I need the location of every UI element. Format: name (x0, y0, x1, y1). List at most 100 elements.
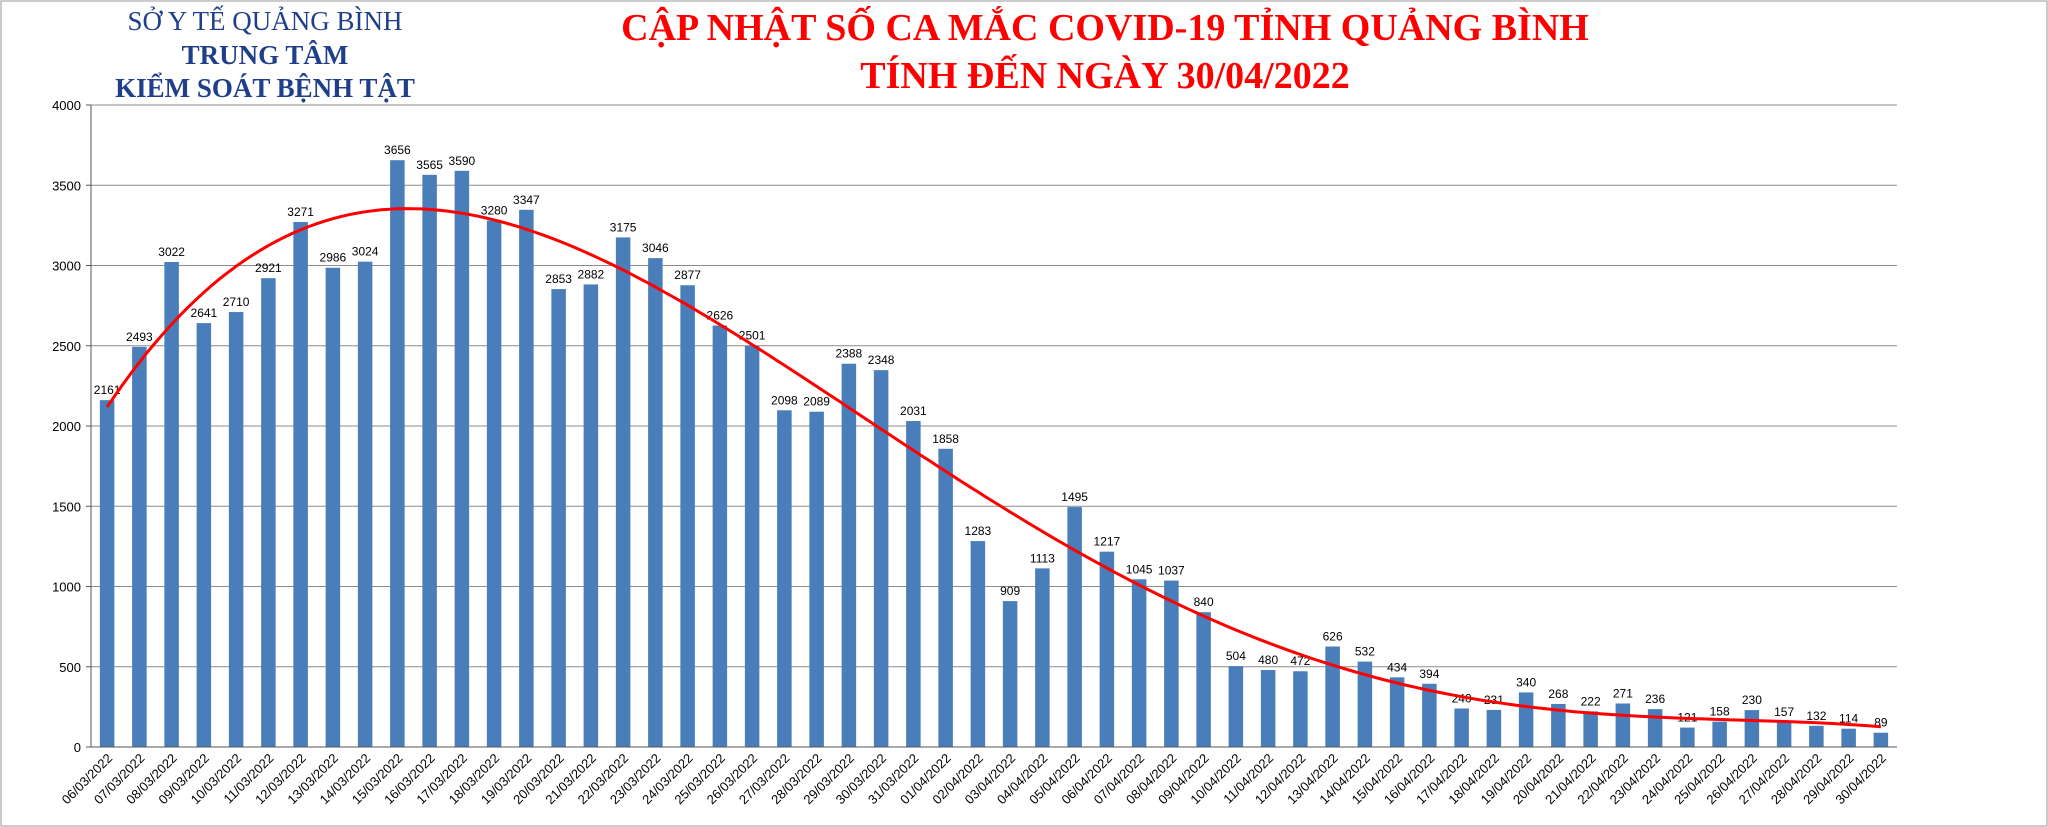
y-tick-label: 3500 (52, 178, 81, 193)
x-axis-ticks: 06/03/202207/03/202208/03/202209/03/2022… (59, 751, 1889, 808)
data-label: 1113 (1030, 551, 1055, 565)
bar (325, 267, 341, 747)
bar (196, 323, 212, 747)
data-label: 626 (1323, 630, 1343, 644)
bar (873, 370, 889, 747)
data-label: 236 (1645, 692, 1665, 706)
bar (906, 421, 921, 747)
data-label: 1858 (932, 432, 959, 446)
bar (712, 325, 728, 747)
data-label: 2501 (739, 329, 766, 343)
bar (1228, 666, 1244, 747)
y-tick-label: 500 (59, 660, 81, 675)
bar (1615, 703, 1631, 747)
bar (970, 541, 986, 747)
data-label: 2986 (320, 251, 347, 265)
bar (454, 170, 470, 747)
data-label: 2921 (255, 261, 282, 275)
data-label: 394 (1419, 667, 1439, 681)
bar (1454, 708, 1469, 747)
data-label: 158 (1710, 705, 1730, 719)
bar (293, 222, 308, 747)
bar (1583, 711, 1598, 747)
bar (1841, 728, 1856, 747)
y-tick-label: 1500 (52, 499, 81, 514)
bar (551, 289, 566, 747)
data-label: 2493 (126, 330, 153, 344)
y-tick-label: 0 (74, 740, 81, 755)
data-label: 1495 (1061, 490, 1088, 504)
y-axis-ticks: 0 500 1000 1500 2000 2500 3000 3500 4000 (52, 98, 91, 755)
data-label: 434 (1387, 660, 1407, 674)
data-label: 2348 (868, 353, 895, 367)
data-label: 480 (1258, 653, 1278, 667)
bar (1551, 703, 1566, 747)
data-label: 1045 (1126, 562, 1153, 576)
data-label: 3280 (481, 204, 508, 218)
data-label: 1037 (1158, 564, 1185, 578)
bar (841, 363, 857, 747)
bar (1486, 709, 1502, 747)
data-label: 840 (1194, 595, 1214, 609)
bar (680, 285, 695, 747)
bar (486, 220, 502, 747)
org-center-label: TRUNG TÂM (181, 40, 349, 70)
y-tick-label: 1000 (52, 580, 81, 595)
y-tick-label: 4000 (52, 98, 81, 113)
data-label: 271 (1613, 687, 1633, 701)
bar (1131, 579, 1147, 747)
bar (1518, 692, 1534, 747)
data-label: 268 (1548, 687, 1568, 701)
data-label: 222 (1581, 694, 1601, 708)
data-label: 2098 (771, 393, 798, 407)
data-label: 3590 (449, 154, 476, 168)
data-label: 3022 (158, 245, 185, 259)
trendline (105, 207, 1882, 729)
data-label: 909 (1000, 584, 1020, 598)
bar (938, 448, 953, 747)
bar (1164, 580, 1179, 747)
data-label: 3271 (287, 205, 314, 219)
chart-title: CẬP NHẬT SỐ CA MẮC COVID-19 TỈNH QUẢNG B… (621, 7, 1589, 49)
data-label: 2882 (578, 267, 605, 281)
bar (1776, 721, 1792, 747)
bar (1389, 677, 1405, 747)
data-label: 3024 (352, 245, 379, 259)
bar (261, 278, 276, 747)
bar (1809, 725, 1824, 747)
bar (519, 209, 534, 747)
data-label: 230 (1742, 693, 1762, 707)
bar (777, 410, 792, 747)
bar (615, 237, 631, 747)
bars (99, 160, 1889, 747)
data-label: 2853 (545, 272, 572, 286)
data-label: 1283 (965, 524, 992, 538)
bar (1035, 568, 1050, 747)
bar (357, 261, 373, 747)
data-label: 3347 (513, 193, 540, 207)
data-label: 157 (1774, 705, 1794, 719)
bar (132, 346, 147, 747)
bar (164, 261, 179, 747)
bar (1357, 661, 1373, 747)
y-tick-label: 3000 (52, 259, 81, 274)
bar (583, 284, 599, 747)
bar (809, 411, 824, 747)
bar (1002, 601, 1018, 747)
trendline-curve (105, 207, 1882, 729)
chart-subtitle: TÍNH ĐẾN NGÀY 30/04/2022 (860, 55, 1350, 97)
data-label: 114 (1839, 712, 1858, 726)
bar (744, 345, 760, 747)
data-label: 504 (1226, 649, 1246, 663)
bar (1712, 721, 1727, 747)
bar (390, 160, 405, 747)
data-label: 3656 (384, 143, 411, 157)
data-label: 340 (1516, 675, 1536, 689)
data-label: 2161 (94, 383, 121, 397)
y-tick-label: 2500 (52, 339, 81, 354)
data-label: 2031 (900, 404, 927, 418)
org-name: SỞ Y TẾ QUẢNG BÌNH (127, 6, 403, 36)
